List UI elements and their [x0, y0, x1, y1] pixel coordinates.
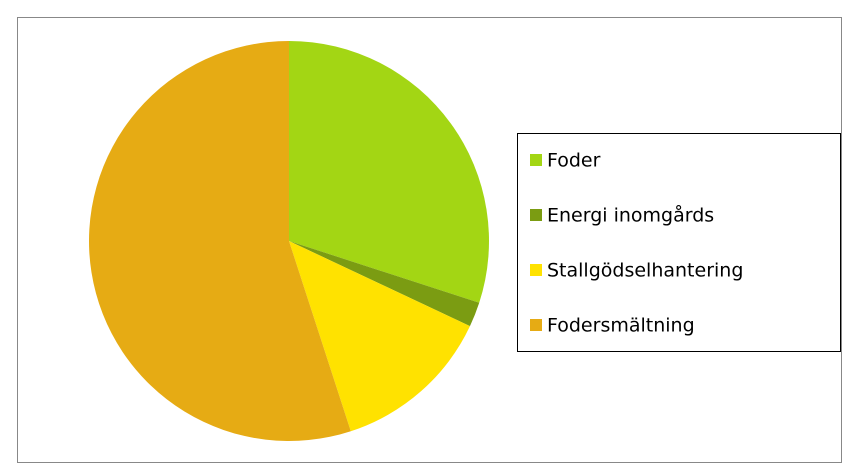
legend-label: Energi inomgårds — [547, 204, 714, 227]
legend-swatch — [530, 209, 542, 221]
legend-label: Stallgödselhantering — [547, 260, 743, 282]
pie-slice — [289, 241, 470, 432]
legend-box — [517, 133, 841, 352]
legend: Foder Energi inomgårds Stallgödselhanterin… — [530, 150, 743, 337]
legend-swatch — [530, 264, 542, 276]
legend-swatch — [530, 154, 542, 166]
pie-slice — [88, 41, 351, 442]
legend-label: Foder — [547, 150, 601, 172]
pie-slice — [289, 241, 480, 327]
pie — [88, 41, 490, 442]
pie-slice — [289, 41, 490, 303]
legend-swatch — [530, 319, 542, 331]
legend-label: Fodersmältning — [547, 315, 695, 337]
